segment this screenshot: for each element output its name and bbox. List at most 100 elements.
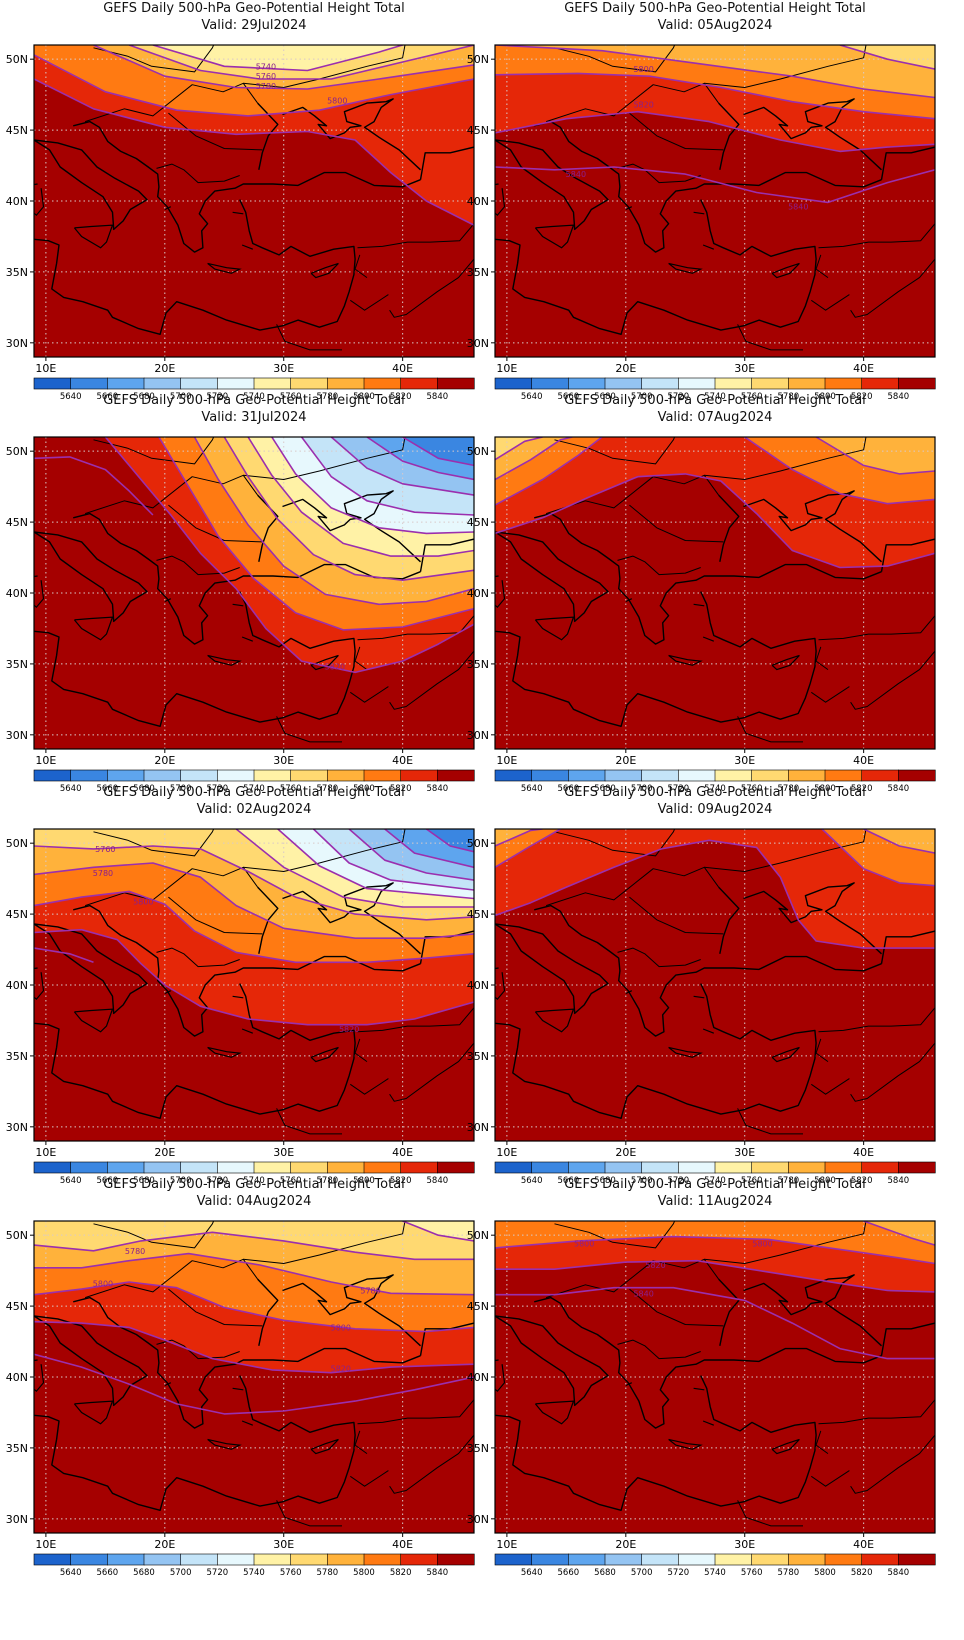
x-tick-label: 10E [35, 362, 56, 375]
colorbar-segment [604, 377, 643, 390]
island [207, 1046, 242, 1058]
colorbar-segment [180, 1553, 218, 1566]
colorbar-label: 5680 [133, 1176, 155, 1186]
contour-label: 5820 [331, 1364, 351, 1373]
colorbar-segment [861, 1161, 899, 1174]
colorbar-label: 5680 [133, 784, 155, 794]
island [625, 990, 633, 995]
country-border [617, 555, 701, 576]
colorbar-label: 5640 [60, 392, 82, 402]
country-border [545, 82, 720, 123]
colorbar-label: 5820 [851, 1176, 873, 1186]
island [771, 1438, 800, 1455]
country-border [156, 947, 240, 968]
country-border [357, 1007, 474, 1033]
colorbar-segment [898, 1553, 936, 1566]
y-tick-label: 35N [467, 266, 489, 279]
x-tick-label: 30E [273, 1146, 294, 1159]
contour-line [223, 437, 474, 581]
island [310, 654, 339, 671]
y-tick-label: 45N [467, 124, 489, 137]
contour-line [158, 437, 474, 631]
island [693, 211, 705, 215]
contour-band [34, 437, 474, 466]
country-border [156, 163, 240, 184]
island [625, 1382, 633, 1387]
colorbar-label: 5660 [97, 784, 119, 794]
colorbar-label: 5640 [521, 1176, 543, 1186]
y-tick-label: 40N [6, 1371, 28, 1384]
contour-label: 5800 [752, 1240, 772, 1249]
country-border [93, 45, 215, 73]
map-plot [495, 437, 935, 749]
colorbar-segment [751, 377, 789, 390]
country-border [811, 686, 850, 703]
map-panel: GEFS Daily 500-hPa Geo-Potential Height … [467, 1, 936, 402]
colorbar-label: 5680 [133, 1568, 155, 1578]
x-tick-label: 10E [496, 1146, 517, 1159]
panel-title: GEFS Daily 500-hPa Geo-Potential Height … [103, 1177, 405, 1192]
coastline [880, 146, 935, 180]
colorbar-segment [363, 769, 402, 782]
colorbar-segment [568, 1553, 606, 1566]
country-border [84, 474, 259, 515]
y-tick-label: 50N [6, 53, 28, 66]
contour-line [235, 829, 474, 908]
country-border [704, 45, 867, 88]
colorbar-segment [180, 769, 218, 782]
y-tick-label: 30N [6, 337, 28, 350]
colorbar-segment [400, 1553, 438, 1566]
colorbar-segment [253, 1553, 292, 1566]
island [164, 1382, 172, 1387]
country-border [629, 504, 724, 543]
island [310, 1046, 339, 1063]
x-tick-label: 20E [154, 1538, 175, 1551]
contour-label: 5740 [256, 62, 276, 71]
contour-band [495, 829, 935, 949]
country-border [357, 1399, 474, 1425]
panel-title: GEFS Daily 500-hPa Geo-Potential Height … [564, 1, 866, 16]
colorbar-segment [714, 1553, 753, 1566]
country-border [737, 324, 803, 351]
colorbar-segment [363, 1553, 402, 1566]
contour-line [495, 437, 573, 481]
country-border [554, 437, 676, 465]
x-tick-label: 10E [496, 754, 517, 767]
colorbar-label: 5820 [390, 784, 412, 794]
panel-title: GEFS Daily 500-hPa Geo-Potential Height … [103, 1, 405, 16]
colorbar-segment [143, 377, 182, 390]
x-tick-label: 40E [392, 362, 413, 375]
island [164, 990, 172, 995]
colorbar-label: 5820 [390, 392, 412, 402]
colorbar-segment [531, 1553, 569, 1566]
colorbar-label: 5720 [668, 1568, 690, 1578]
contour-label: 5760 [95, 845, 115, 854]
coastline [73, 120, 421, 253]
coastline [73, 1296, 421, 1429]
colorbar-label: 5700 [170, 784, 192, 794]
country-border [704, 829, 867, 872]
colorbar-segment [180, 1161, 218, 1174]
valid-date: Valid: 29Jul2024 [201, 18, 306, 33]
colorbar-label: 5720 [207, 1176, 229, 1186]
coastline [282, 490, 421, 563]
country-border [629, 896, 724, 935]
colorbar-label: 5780 [778, 1568, 800, 1578]
colorbar-label: 5800 [814, 392, 836, 402]
country-border [354, 254, 368, 279]
coastline [495, 1375, 817, 1511]
colorbar-label: 5640 [521, 392, 543, 402]
colorbar-segment [290, 1553, 328, 1566]
colorbar-label: 5640 [521, 1568, 543, 1578]
island [241, 636, 254, 642]
y-tick-label: 30N [467, 729, 489, 742]
y-tick-label: 45N [6, 516, 28, 529]
contour-label: 5840 [566, 170, 586, 179]
coastline [534, 904, 882, 1037]
contour-label: 5780 [360, 1286, 380, 1295]
colorbar-segment [751, 1161, 789, 1174]
coastline [495, 591, 817, 727]
colorbar-label: 5840 [427, 1176, 449, 1186]
y-tick-label: 45N [467, 516, 489, 529]
